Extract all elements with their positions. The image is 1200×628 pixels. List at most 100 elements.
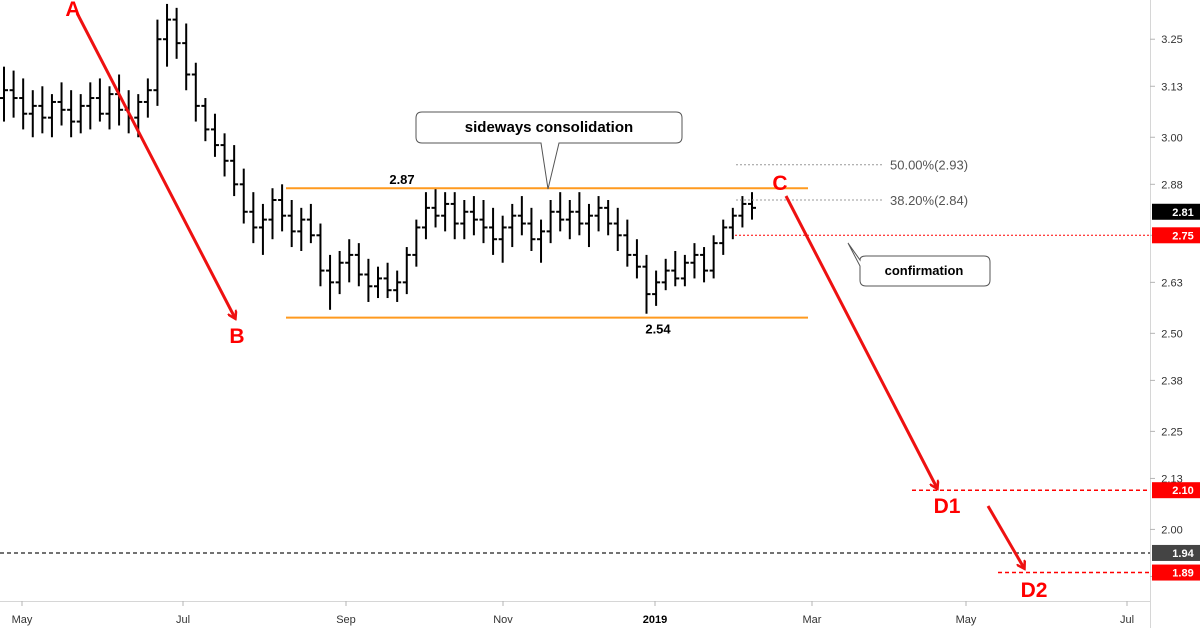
ohlc-bar (671, 250, 680, 287)
ohlc-bar (450, 192, 459, 240)
ohlc-bar (326, 254, 335, 310)
wave-label: C (772, 172, 787, 195)
x-tick-label: 2019 (643, 614, 667, 626)
time-axis: May Jul Sep Nov 2019 Mar May Jul (0, 601, 1150, 626)
price-badge-text: 2.75 (1172, 230, 1193, 242)
y-tick-label: 2.50 (1161, 328, 1182, 340)
price-badge-bg (1152, 544, 1200, 561)
ohlc-bar (57, 82, 66, 126)
price-badge-text: 1.94 (1172, 548, 1194, 560)
ohlc-bar (527, 207, 536, 251)
wave-arrows (75, 12, 1024, 568)
ohlc-bar (95, 78, 104, 122)
ohlc-bar (0, 66, 8, 122)
ohlc-bar (700, 247, 709, 283)
x-tick-label: Jul (176, 614, 190, 626)
price-badge-bg (1152, 482, 1200, 499)
ohlc-bar (642, 254, 651, 314)
ohlc-bar (316, 223, 325, 287)
ohlc-bar (412, 219, 421, 267)
ohlc-bar (210, 113, 219, 157)
price-badge: 2.75 (1152, 227, 1200, 244)
confirmation-callout: confirmation (847, 242, 991, 287)
ohlc-bar (661, 258, 670, 291)
ohlc-bar (709, 235, 718, 279)
ohlc-bar (374, 266, 382, 299)
ohlc-bar (546, 200, 555, 244)
price-badge-bg (1152, 564, 1200, 581)
ohlc-bar (201, 98, 210, 142)
y-tick-label: 2.38 (1161, 375, 1182, 387)
ohlc-bar (738, 196, 747, 228)
ohlc-bar (565, 200, 574, 240)
ohlc-bar (76, 94, 85, 134)
consolidation-callout-text: sideways consolidation (465, 119, 633, 136)
ohlc-bar (163, 3, 172, 67)
x-tick-label: Sep (336, 614, 356, 626)
ohlc-bar (249, 192, 258, 244)
ohlc-bar (680, 254, 689, 287)
ohlc-bar (690, 243, 699, 279)
ohlc-bar (38, 86, 47, 134)
wave-label: A (65, 0, 80, 21)
ohlc-bar (268, 188, 277, 240)
price-badge-text: 1.89 (1172, 568, 1193, 580)
ohlc-bar (345, 239, 354, 283)
ohlc-bar (153, 19, 162, 106)
ohlc-bar (354, 243, 363, 287)
ohlc-bar (220, 133, 229, 177)
ohlc-bar (537, 219, 546, 263)
ohlc-bar (517, 196, 526, 236)
ohlc-bar (182, 23, 191, 91)
y-tick-label: 3.13 (1161, 81, 1182, 93)
ohlc-bar (191, 62, 200, 122)
ohlc-bar (652, 270, 661, 306)
y-tick-label: 3.00 (1161, 132, 1182, 144)
ohlc-bar (479, 200, 488, 244)
wave-arrow (784, 195, 937, 488)
ohlc-bars (0, 3, 756, 314)
price-badge-text: 2.81 (1172, 207, 1193, 219)
ohlc-bar (287, 200, 296, 248)
ohlc-bar (431, 188, 440, 228)
consolidation-upper-label: 2.87 (389, 172, 414, 187)
wave-label: D1 (934, 495, 961, 518)
confirmation-callout-text: confirmation (885, 263, 964, 278)
ohlc-bar (498, 215, 507, 263)
consolidation-lower-label: 2.54 (645, 322, 671, 337)
fib-level-label: 50.00%(2.93) (890, 158, 968, 173)
ohlc-bar (402, 247, 411, 295)
ohlc-bar (393, 270, 402, 302)
ohlc-bar (105, 86, 114, 130)
x-tick-label: Nov (493, 614, 513, 626)
ohlc-bar (28, 90, 37, 138)
price-badge: 2.81 (1152, 203, 1200, 220)
ohlc-bar (67, 90, 76, 138)
y-tick-label: 2.63 (1161, 277, 1182, 289)
ohlc-bar (335, 250, 344, 295)
ohlc-bar (421, 192, 430, 240)
ohlc-bar (489, 207, 498, 255)
wave-arrow (75, 12, 235, 318)
price-badge-bg (1152, 203, 1200, 220)
x-tick-label: Jul (1120, 614, 1134, 626)
wave-label: B (229, 325, 244, 348)
ohlc-bar (469, 196, 478, 236)
confirmation-callout-box (847, 242, 991, 287)
ohlc-bar (47, 94, 56, 138)
x-tick-label: Mar (803, 614, 822, 626)
ohlc-bar (143, 78, 152, 118)
ohlc-bar (556, 192, 565, 232)
wave-labels: A B C D1 D2 (65, 0, 1047, 602)
x-tick-label: May (956, 614, 977, 626)
ohlc-bar (575, 192, 584, 236)
ohlc-bar (364, 258, 373, 302)
levels: 2.87 2.54 50.00%(2.93) 38.20%(2.84) (0, 158, 1150, 574)
ohlc-bar (258, 203, 267, 255)
ohlc-bar (9, 70, 18, 118)
y-tick-label: 2.88 (1161, 179, 1182, 191)
ohlc-bar (594, 196, 603, 232)
ohlc-bar (297, 207, 306, 251)
ohlc-bar (604, 200, 613, 236)
